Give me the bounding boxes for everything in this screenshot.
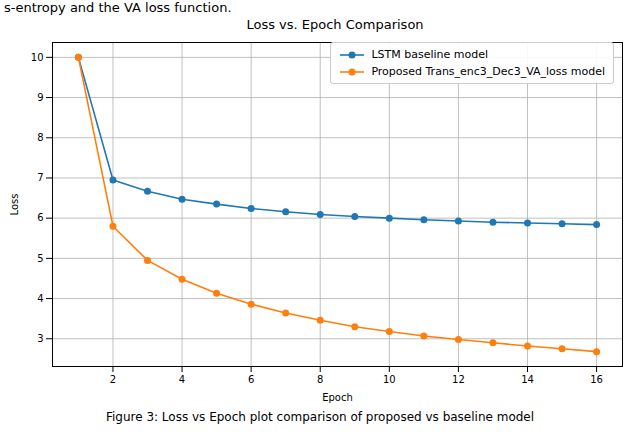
svg-text:14: 14 (521, 374, 534, 385)
svg-text:10: 10 (383, 374, 396, 385)
html-text:Loss vs. Epoch Comparison: Loss vs. Epoch Comparison (246, 17, 424, 32)
svg-text:8: 8 (37, 132, 43, 143)
html-text:LSTM baseline model: LSTM baseline model (371, 48, 488, 61)
svg-text:6: 6 (37, 212, 43, 223)
html-text:s-entropy and the VA loss func: s-entropy and the VA loss function. (4, 0, 232, 15)
svg-text:Loss: Loss (9, 194, 20, 216)
svg-text:16: 16 (590, 374, 603, 385)
svg-text:4: 4 (179, 374, 185, 385)
html-text:Figure 3: Loss vs Epoch plot c: Figure 3: Loss vs Epoch plot comparison … (105, 410, 535, 424)
svg-text:4: 4 (37, 293, 43, 304)
html-text:Proposed Trans_enc3_Dec3_VA_lo: Proposed Trans_enc3_Dec3_VA_loss model (371, 65, 605, 78)
svg-text:2: 2 (110, 374, 116, 385)
svg-text:6: 6 (248, 374, 254, 385)
svg-text:8: 8 (317, 374, 323, 385)
svg-text:9: 9 (37, 92, 43, 103)
svg-text:7: 7 (37, 172, 43, 183)
svg-text:10: 10 (31, 52, 44, 63)
svg-text:3: 3 (37, 333, 43, 344)
svg-text:12: 12 (452, 374, 465, 385)
svg-text:5: 5 (37, 253, 43, 264)
svg-text:Epoch: Epoch (322, 392, 353, 403)
